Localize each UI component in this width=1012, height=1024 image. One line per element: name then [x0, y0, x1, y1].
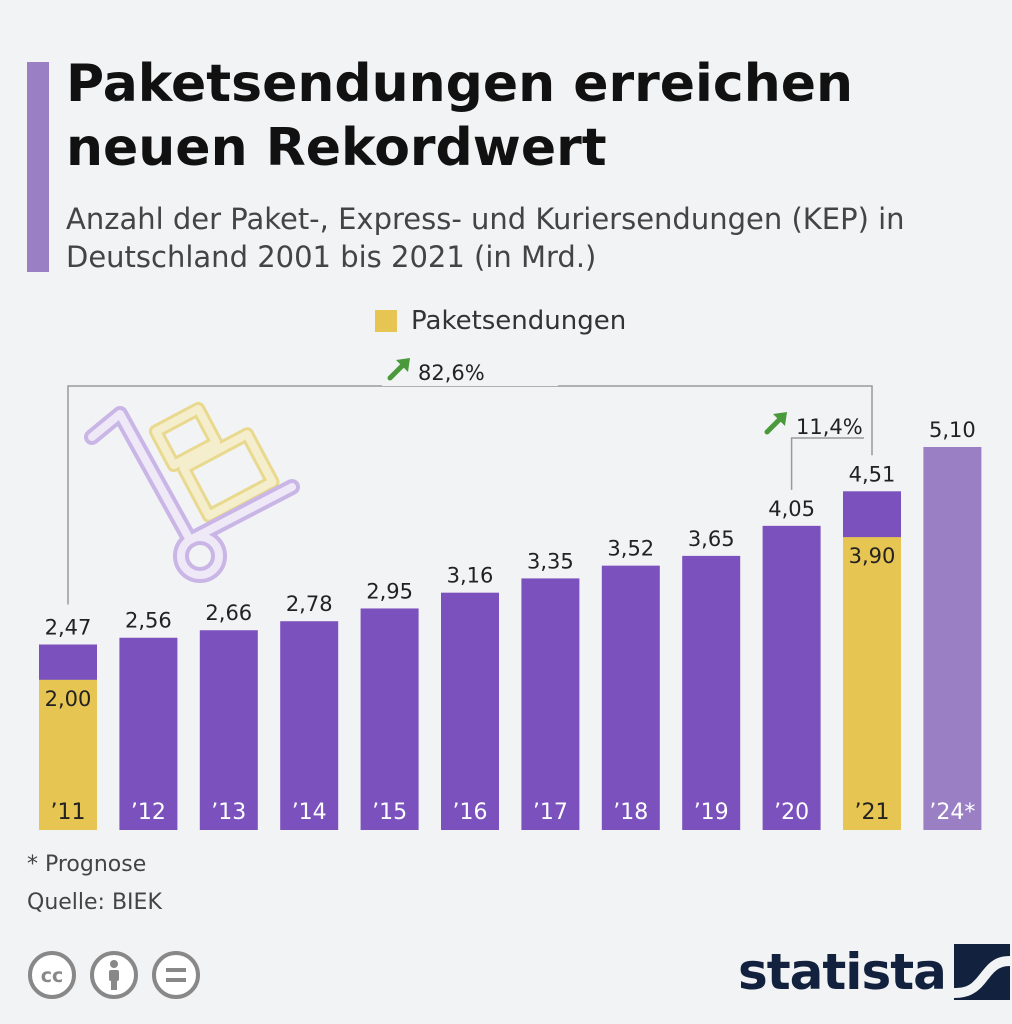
chart-title: Paketsendungen erreichen neuen Rekordwer…: [66, 54, 854, 178]
category-label: ’16: [453, 800, 488, 825]
legend: Paketsendungen: [375, 304, 626, 338]
bar-total: [682, 555, 741, 830]
growth-last-label: 11,4%: [796, 415, 863, 439]
chart-subtitle: Anzahl der Paket-, Express- und Kurierse…: [66, 202, 905, 274]
bar-total: [280, 621, 339, 830]
bars-layer: 2,00 2,47 ’11 2,56 ’12 2,66 ’13 2,78 ’14 2,95 ’15 3…: [39, 418, 982, 830]
legend-swatch-paketsendungen: [375, 310, 397, 332]
statista-logo[interactable]: statista: [738, 940, 1010, 1004]
category-label: ’15: [372, 800, 407, 825]
growth-arrow-head: [396, 358, 410, 372]
value-label: 3,16: [447, 564, 494, 588]
value-label: 2,78: [286, 592, 333, 616]
value-label: 2,56: [125, 609, 172, 633]
category-label: ’13: [211, 800, 246, 825]
bar-total: [601, 565, 660, 830]
value-label: 5,10: [929, 418, 976, 442]
category-label: ’11: [51, 800, 86, 825]
value-label: 2,66: [205, 601, 252, 625]
cc-icon[interactable]: cc: [27, 950, 77, 1000]
growth-label-bg: [382, 352, 558, 386]
bracket-last-growth: [790, 437, 864, 490]
bar-total: [923, 446, 982, 830]
bar-paketsendungen: [843, 537, 901, 830]
bar-total: [360, 608, 419, 830]
bar-paketsendungen: [39, 679, 97, 830]
category-label: ’21: [855, 800, 890, 825]
legend-label: Paketsendungen: [411, 306, 627, 336]
statista-logo-icon: [953, 944, 1010, 1000]
footnote-prognose: * Prognose: [27, 852, 147, 877]
growth-arrow-up-icon: [387, 358, 410, 381]
value-label: 4,51: [849, 462, 896, 486]
value-label: 2,47: [45, 616, 92, 640]
value-label: 3,65: [688, 527, 735, 551]
source-note: Quelle: BIEK: [27, 890, 162, 915]
value-label: 3,52: [607, 537, 654, 561]
license-icons: cc: [27, 950, 201, 1000]
category-label: ’20: [774, 800, 809, 825]
bar-total: [199, 630, 258, 830]
value-label: 3,35: [527, 549, 574, 573]
growth-arrow-up-icon: [764, 412, 787, 435]
category-label: ’12: [131, 800, 166, 825]
title-accent-bar: [27, 62, 49, 272]
logo-wordmark: statista: [738, 943, 947, 1001]
category-label: ’24*: [929, 800, 975, 825]
svg-text:cc: cc: [41, 965, 64, 987]
parcel-value-label: 2,00: [45, 687, 92, 711]
growth-arrow-head: [773, 412, 787, 426]
parcel-value-label: 3,90: [849, 544, 896, 568]
bar-total: [119, 637, 178, 830]
bar-total: [762, 525, 821, 830]
hand-truck-icon: [84, 401, 300, 583]
growth-total-label: 82,6%: [418, 361, 485, 385]
category-label: ’17: [533, 800, 568, 825]
bar-total: [521, 578, 580, 830]
category-label: ’19: [694, 800, 729, 825]
by-icon[interactable]: [89, 950, 139, 1000]
value-label: 4,05: [768, 497, 815, 521]
bar-total: [441, 592, 499, 830]
value-label: 2,95: [366, 579, 413, 603]
category-label: ’14: [292, 800, 327, 825]
growth-annotations: 82,6% 11,4%: [67, 352, 873, 605]
category-label: ’18: [613, 800, 648, 825]
nd-icon[interactable]: [151, 950, 201, 1000]
